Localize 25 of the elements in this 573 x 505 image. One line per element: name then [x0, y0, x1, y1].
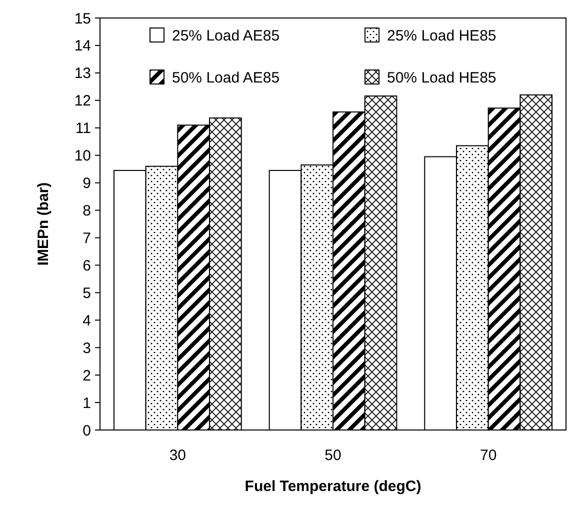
legend-label: 25% Load HE85 — [387, 27, 496, 44]
y-tick-label: 7 — [82, 230, 91, 247]
y-tick-label: 3 — [82, 340, 91, 357]
legend-label: 25% Load AE85 — [172, 27, 280, 44]
x-tick-label: 70 — [480, 447, 497, 464]
y-tick-label: 14 — [74, 38, 91, 55]
y-tick-label: 1 — [82, 394, 91, 412]
y-tick-label: 0 — [82, 422, 91, 440]
y-tick-label: 6 — [82, 257, 91, 274]
y-axis-title: IMEPn (bar) — [35, 182, 52, 266]
y-tick-label: 13 — [74, 65, 91, 82]
y-tick-label: 10 — [74, 148, 91, 165]
y-tick-label: 11 — [75, 120, 91, 138]
y-tick-label: 5 — [82, 284, 91, 302]
y-tick-label: 15 — [74, 10, 91, 28]
x-tick-label: 50 — [324, 447, 342, 464]
y-tick-label: 12 — [74, 92, 91, 110]
x-tick-label: 30 — [169, 447, 186, 464]
x-axis-title: Fuel Temperature (degC) — [244, 478, 422, 495]
y-tick-label: 4 — [82, 312, 91, 330]
y-tick-label: 2 — [82, 367, 91, 384]
legend-label: 50% Load HE85 — [387, 69, 496, 86]
y-tick-label: 9 — [82, 175, 91, 192]
y-tick-label: 8 — [82, 202, 91, 220]
legend-label: 50% Load AE85 — [172, 69, 280, 86]
